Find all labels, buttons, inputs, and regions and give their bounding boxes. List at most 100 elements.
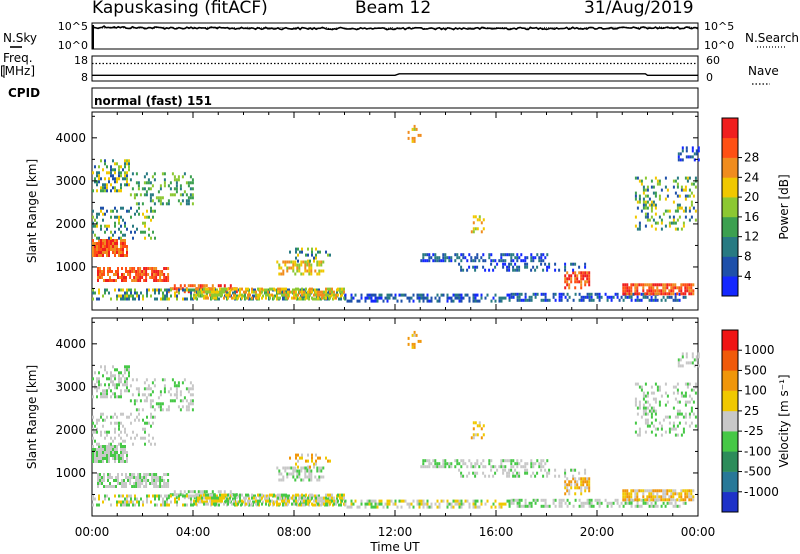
velocity-cell	[277, 502, 279, 506]
velocity-cell	[227, 493, 229, 497]
power-cell	[213, 296, 215, 300]
power-cell	[418, 296, 421, 300]
velocity-cell	[308, 478, 311, 482]
power-cell	[333, 296, 335, 300]
power-cell	[656, 179, 659, 183]
power-cell	[124, 224, 126, 228]
velocity-cell	[650, 430, 653, 434]
velocity-cell	[674, 385, 677, 389]
power-cell	[358, 299, 361, 303]
power-cell	[685, 146, 688, 150]
power-cell	[124, 177, 126, 181]
power-cell	[646, 295, 649, 299]
velocity-cell	[205, 493, 207, 497]
velocity-cell	[648, 403, 651, 407]
velocity-cell	[504, 502, 507, 506]
power-cell	[654, 176, 657, 180]
power-cell	[566, 298, 569, 302]
power-cell	[297, 253, 299, 257]
velocity-cell	[301, 456, 303, 460]
velocity-cell	[211, 499, 213, 503]
velocity-cell	[305, 459, 307, 463]
power-cell	[678, 298, 681, 302]
power-cell	[313, 293, 315, 297]
velocity-cell	[139, 485, 142, 488]
power-cell	[162, 297, 164, 301]
velocity-cell	[303, 496, 305, 500]
velocity-cell	[102, 424, 104, 428]
velocity-cell	[146, 497, 148, 501]
velocity-cell	[135, 387, 138, 391]
power-cell	[333, 290, 335, 294]
velocity-cell	[187, 405, 190, 409]
power-cell	[175, 184, 178, 188]
power-cell	[295, 296, 297, 300]
power-cell	[654, 221, 657, 225]
power-cell	[682, 188, 685, 192]
power-cell	[102, 242, 104, 245]
velocity-cell	[99, 473, 101, 476]
power-cell	[572, 268, 575, 272]
power-cell	[684, 176, 687, 180]
power-cell	[108, 171, 110, 175]
power-cell	[217, 293, 219, 297]
velocity-cell	[135, 479, 138, 482]
velocity-cell	[680, 489, 683, 493]
power-cell	[656, 292, 659, 296]
velocity-cell	[570, 480, 573, 484]
velocity-cell	[104, 395, 106, 399]
power-cell	[114, 239, 116, 242]
velocity-cell	[472, 465, 475, 469]
velocity-cell	[664, 430, 667, 434]
power-cell	[207, 296, 209, 300]
velocity-cell	[128, 365, 130, 369]
velocity-cell	[311, 496, 313, 500]
velocity-cell	[666, 415, 669, 419]
velocity-cell	[116, 503, 118, 507]
velocity-cell	[165, 408, 168, 412]
velocity-cell	[552, 498, 555, 502]
velocity-cell	[96, 386, 98, 390]
velocity-cell	[374, 499, 377, 503]
power-cell	[323, 293, 325, 297]
velocity-cell	[309, 493, 311, 497]
power-cell	[305, 293, 307, 297]
power-colorbar-tick-label: 12	[744, 230, 759, 244]
velocity-cell	[624, 495, 627, 499]
power-cell	[102, 218, 104, 222]
freq-ytick-right: 0	[706, 71, 713, 84]
power-cell	[676, 206, 679, 210]
velocity-cell	[542, 498, 545, 502]
power-cell	[94, 248, 96, 251]
velocity-cell	[580, 480, 583, 484]
power-cell	[292, 269, 295, 273]
velocity-cell	[191, 384, 194, 388]
power-cell	[622, 289, 625, 293]
power-cell	[678, 292, 681, 296]
velocity-colorbar-tick-label: -100	[744, 444, 771, 458]
velocity-cell	[434, 502, 437, 506]
power-cell	[458, 299, 461, 303]
velocity-cell	[92, 445, 94, 448]
power-cell	[191, 187, 194, 191]
power-cell	[320, 269, 323, 273]
power-cell	[646, 283, 649, 287]
velocity-cell	[678, 495, 681, 499]
power-cell	[171, 193, 174, 197]
velocity-cell	[472, 421, 475, 425]
velocity-cell	[177, 381, 180, 385]
velocity-cell	[594, 498, 597, 502]
power-cell	[644, 194, 647, 198]
velocity-cell	[102, 460, 104, 463]
velocity-cell	[554, 474, 557, 478]
power-cell	[128, 162, 130, 166]
velocity-cell	[374, 505, 377, 509]
velocity-cell	[508, 499, 511, 503]
velocity-cell	[596, 498, 599, 502]
velocity-cell	[514, 474, 517, 478]
velocity-cell	[167, 390, 170, 394]
velocity-cell	[163, 387, 166, 391]
velocity-cell	[114, 377, 116, 381]
power-cell	[165, 267, 168, 270]
power-cell	[343, 287, 345, 291]
